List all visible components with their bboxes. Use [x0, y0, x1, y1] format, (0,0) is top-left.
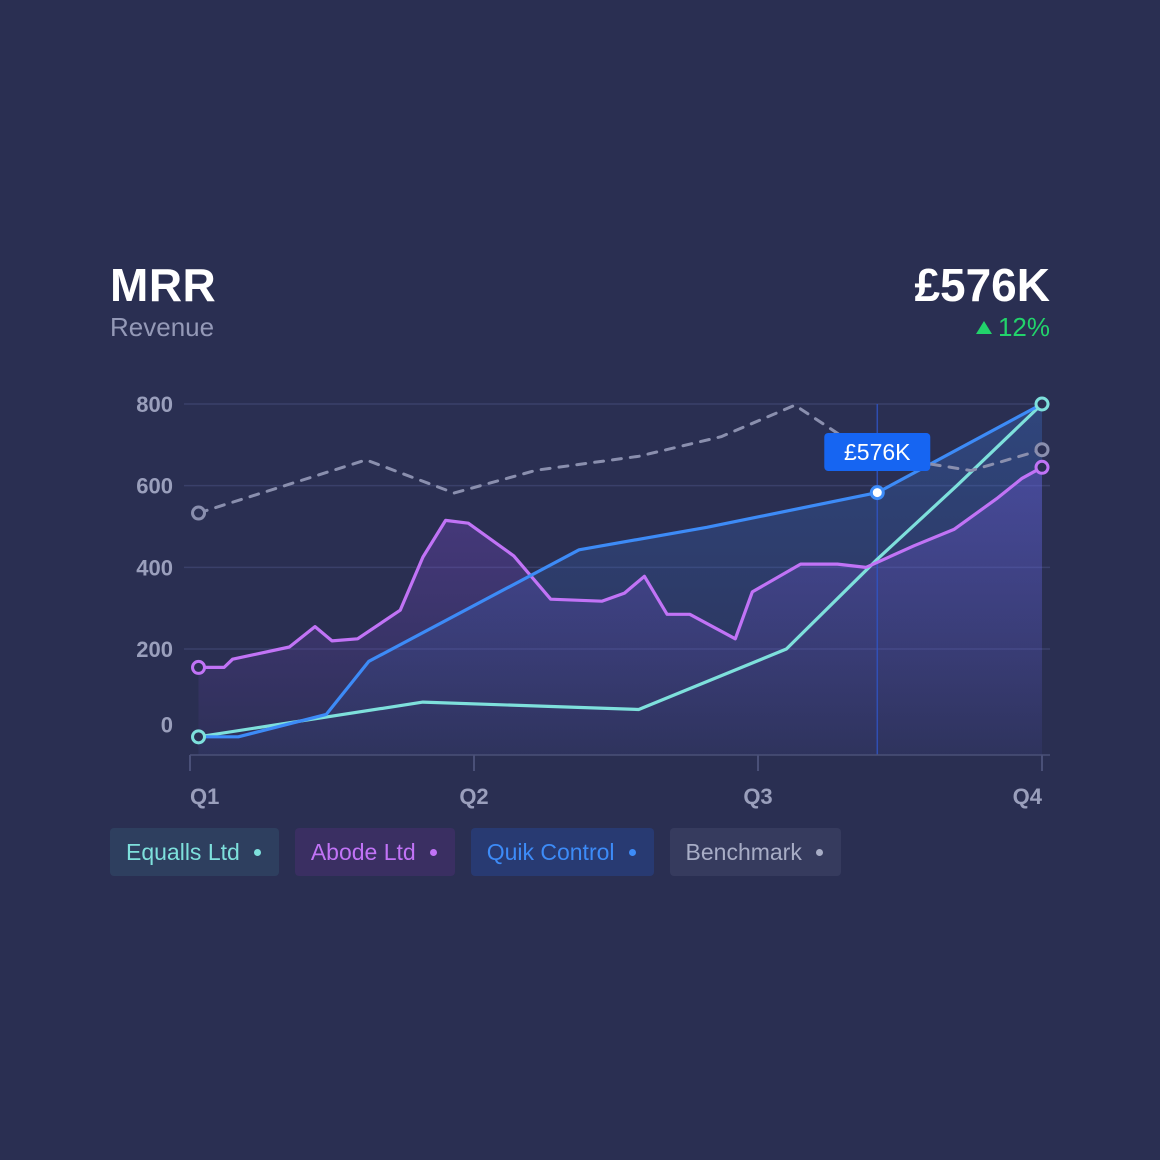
- chart-subtitle: Revenue: [110, 312, 215, 342]
- series-endpoints: [191, 396, 1050, 745]
- series-areas: [198, 404, 1042, 755]
- end-marker-equalls-ltd: [1034, 396, 1050, 412]
- legend-label: Quik Control: [486, 838, 615, 865]
- x-tick-label: Q4: [1013, 784, 1043, 809]
- tooltip-box: [824, 433, 931, 471]
- legend-item-equalls[interactable]: Equalls Ltd: [110, 828, 279, 876]
- y-tick-label: 0: [161, 713, 173, 738]
- end-marker-abode-ltd: [1034, 459, 1050, 475]
- legend-dot-icon: [253, 848, 261, 856]
- highlight-point-quik-control: [869, 485, 885, 501]
- line-abode-ltd: [196, 465, 1044, 669]
- legend-dot-icon: [815, 848, 823, 856]
- y-tick-label: 600: [136, 474, 173, 499]
- legend-item-abode[interactable]: Abode Ltd: [294, 828, 455, 876]
- x-tick-label: Q1: [190, 784, 219, 809]
- kpi-change-value: 12%: [997, 312, 1050, 342]
- axes: 0 200 400 600 800 Q1 Q2 Q3 Q4: [136, 392, 1050, 809]
- kpi-value: £576K: [914, 259, 1050, 311]
- y-tick-label: 400: [136, 555, 173, 580]
- legend: Equalls Ltd Abode Ltd Quik Control Bench…: [110, 828, 841, 876]
- start-marker-abode-ltd: [191, 659, 207, 675]
- legend-label: Equalls Ltd: [126, 838, 240, 865]
- y-tick-label: 800: [136, 392, 173, 417]
- line-quik-control: [196, 402, 1044, 739]
- end-marker-benchmark: [1034, 442, 1050, 458]
- x-tick-label: Q2: [459, 784, 488, 809]
- legend-item-quik-control[interactable]: Quik Control: [470, 828, 654, 876]
- y-tick-label: 200: [136, 637, 173, 662]
- start-marker-benchmark: [191, 505, 207, 521]
- tooltip: £576K: [824, 433, 931, 471]
- area-quik-control: [198, 404, 1042, 755]
- legend-label: Benchmark: [685, 838, 802, 865]
- start-marker-equalls-ltd: [191, 729, 207, 745]
- trend-up-icon: [975, 321, 992, 334]
- legend-item-benchmark[interactable]: Benchmark: [669, 828, 841, 876]
- legend-dot-icon: [628, 848, 636, 856]
- legend-dot-icon: [429, 848, 437, 856]
- kpi-change: 12%: [975, 312, 1050, 343]
- legend-label: Abode Ltd: [310, 838, 416, 865]
- chart-title: MRR: [110, 259, 217, 311]
- x-tick-label: Q3: [743, 784, 772, 809]
- line-equalls-ltd: [196, 402, 1044, 739]
- tooltip-label: £576K: [844, 439, 911, 465]
